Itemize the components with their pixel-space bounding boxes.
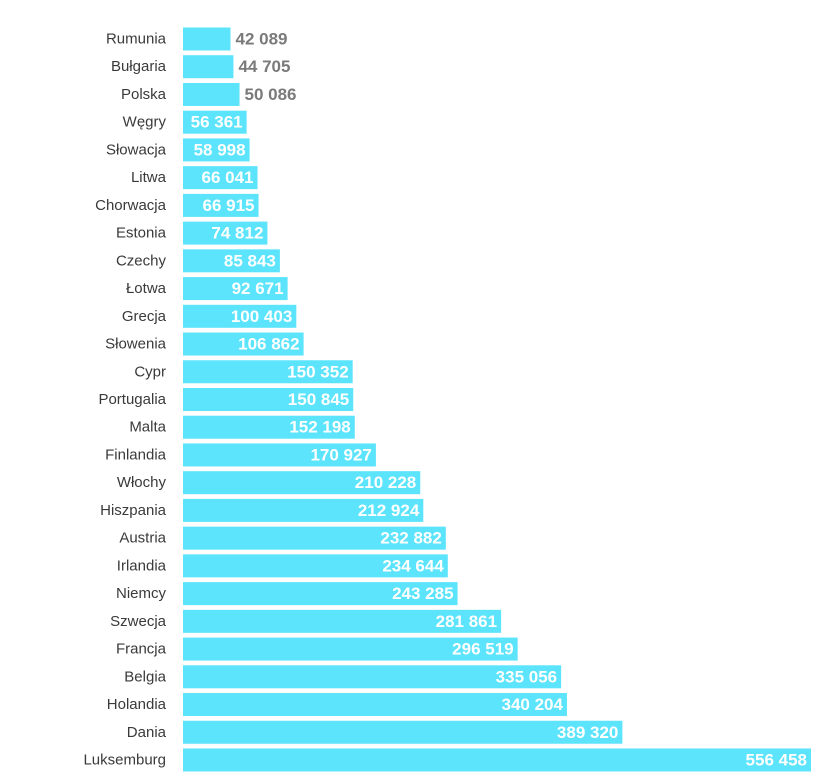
category-label: Finlandia bbox=[105, 446, 167, 463]
category-label: Portugalia bbox=[98, 391, 166, 408]
category-label: Grecja bbox=[122, 308, 167, 325]
category-label: Czechy bbox=[116, 252, 167, 269]
category-label: Szwecja bbox=[110, 613, 167, 630]
value-label: 335 056 bbox=[496, 667, 557, 686]
value-label: 210 228 bbox=[355, 473, 416, 492]
bar bbox=[183, 387, 354, 411]
bar bbox=[183, 471, 421, 495]
value-label: 66 041 bbox=[202, 168, 254, 187]
value-label: 85 843 bbox=[224, 251, 276, 270]
bar bbox=[183, 665, 562, 689]
category-label: Węgry bbox=[123, 114, 167, 131]
bar bbox=[183, 304, 297, 328]
category-labels: Rumunia Bułgaria Polska Węgry Słowacja Litwa C… bbox=[83, 31, 166, 769]
bar bbox=[183, 82, 240, 106]
value-label: 100 403 bbox=[231, 307, 292, 326]
value-label: 170 927 bbox=[310, 445, 371, 464]
value-label: 243 285 bbox=[392, 584, 453, 603]
value-label: 281 861 bbox=[436, 612, 497, 631]
value-label: 389 320 bbox=[557, 723, 618, 742]
bar bbox=[183, 554, 448, 578]
category-label: Austria bbox=[119, 530, 166, 547]
bar bbox=[183, 637, 518, 661]
value-label: 44 705 bbox=[238, 57, 290, 76]
category-label: Bułgaria bbox=[111, 58, 167, 75]
value-label: 340 204 bbox=[501, 695, 563, 714]
bar bbox=[183, 138, 250, 162]
bar bbox=[183, 526, 446, 550]
value-label: 106 862 bbox=[238, 335, 299, 354]
bar bbox=[183, 693, 567, 717]
bars-group bbox=[183, 27, 811, 772]
value-label: 56 361 bbox=[191, 113, 243, 132]
bar bbox=[183, 498, 424, 522]
value-label: 74 812 bbox=[211, 224, 263, 243]
value-label: 212 924 bbox=[358, 501, 420, 520]
value-label: 150 352 bbox=[287, 362, 348, 381]
category-label: Łotwa bbox=[126, 280, 167, 297]
bar bbox=[183, 720, 623, 744]
category-label: Rumunia bbox=[106, 31, 167, 48]
value-label: 234 644 bbox=[382, 556, 444, 575]
category-label: Włochy bbox=[117, 474, 167, 491]
category-label: Słowenia bbox=[105, 336, 167, 353]
category-label: Litwa bbox=[131, 169, 167, 186]
category-label: Niemcy bbox=[116, 585, 167, 602]
category-label: Francja bbox=[116, 641, 167, 658]
bar bbox=[183, 221, 268, 245]
value-label: 152 198 bbox=[289, 418, 350, 437]
value-label: 556 458 bbox=[746, 750, 807, 769]
category-label: Hiszpania bbox=[100, 502, 167, 519]
bar bbox=[183, 609, 502, 633]
category-label: Słowacja bbox=[106, 141, 167, 158]
value-label: 58 998 bbox=[194, 140, 246, 159]
category-label: Malta bbox=[129, 419, 166, 436]
bar bbox=[183, 166, 258, 190]
bar bbox=[183, 443, 376, 467]
bar bbox=[183, 748, 811, 772]
bar bbox=[183, 360, 353, 384]
category-label: Dania bbox=[127, 724, 167, 741]
category-label: Chorwacja bbox=[95, 197, 167, 214]
value-label: 50 086 bbox=[245, 85, 297, 104]
bar bbox=[183, 249, 280, 273]
value-label: 232 882 bbox=[380, 529, 441, 548]
category-label: Cypr bbox=[134, 363, 166, 380]
value-label: 150 845 bbox=[288, 390, 349, 409]
bar bbox=[183, 110, 247, 134]
bar bbox=[183, 582, 458, 606]
value-label: 92 671 bbox=[232, 279, 284, 298]
bar bbox=[183, 277, 288, 301]
bar bbox=[183, 193, 259, 217]
bar bbox=[183, 332, 304, 356]
bar bbox=[183, 415, 355, 439]
category-label: Polska bbox=[121, 86, 167, 103]
bar bbox=[183, 27, 231, 51]
category-label: Irlandia bbox=[117, 557, 167, 574]
value-label: 66 915 bbox=[203, 196, 255, 215]
category-label: Belgia bbox=[124, 668, 166, 685]
category-label: Estonia bbox=[116, 225, 167, 242]
value-label: 42 089 bbox=[236, 30, 288, 49]
category-label: Holandia bbox=[107, 696, 167, 713]
value-label: 296 519 bbox=[452, 640, 513, 659]
bar bbox=[183, 55, 234, 79]
category-label: Luksemburg bbox=[83, 751, 166, 768]
